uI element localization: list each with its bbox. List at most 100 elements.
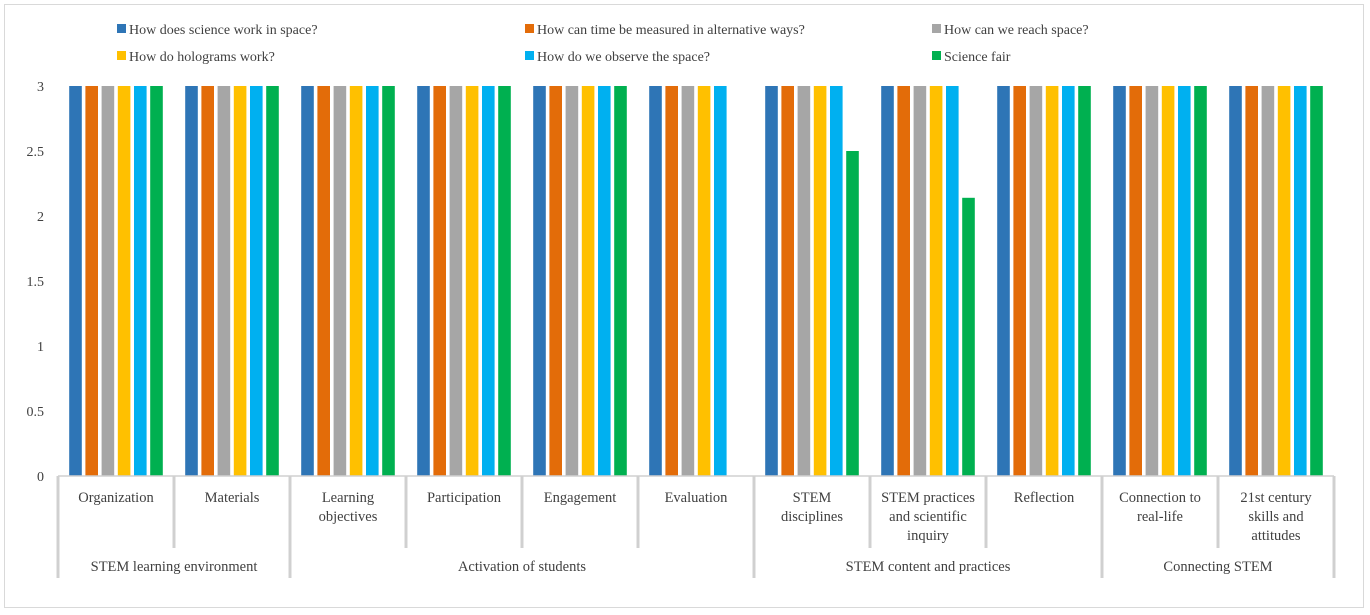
category-label: Evaluation (665, 490, 729, 506)
legend-label: How can we reach space? (944, 23, 1089, 38)
bar (649, 86, 662, 476)
legend-label: How can time be measured in alternative … (537, 23, 805, 38)
bar (1277, 86, 1291, 476)
bar (913, 86, 927, 476)
y-tick-label: 0.5 (27, 405, 45, 420)
category-label: real-life (1137, 509, 1183, 525)
bar (1178, 86, 1191, 476)
category-label: Organization (78, 490, 154, 506)
bar (881, 86, 894, 476)
y-tick-label: 1 (37, 340, 44, 355)
bar (185, 86, 198, 476)
category-label: objectives (319, 509, 378, 525)
bar (317, 86, 330, 476)
y-tick-label: 2 (37, 210, 44, 225)
bar (1013, 86, 1026, 476)
category-label: disciplines (781, 509, 843, 525)
category-label: STEM (793, 490, 832, 506)
category-label: attitudes (1251, 528, 1300, 544)
legend-swatch (117, 51, 126, 60)
legend-label: How do we observe the space? (537, 50, 710, 65)
category-label: Engagement (544, 490, 616, 506)
bar (1078, 86, 1091, 476)
group-label: STEM learning environment (91, 559, 258, 575)
legend-swatch (525, 51, 534, 60)
bar (565, 86, 579, 476)
bar (581, 86, 595, 476)
bar (1229, 86, 1242, 476)
bar (846, 151, 859, 476)
y-axis: 0 0.5 1 1.5 2 2.5 3 (27, 80, 45, 485)
bar (233, 86, 247, 476)
bar (1145, 86, 1159, 476)
bar (217, 86, 231, 476)
y-tick-label: 0 (37, 470, 44, 485)
bar (266, 86, 279, 476)
legend-label: How do holograms work? (129, 50, 275, 65)
bar (1161, 86, 1175, 476)
category-label: Participation (427, 490, 502, 506)
bar (697, 86, 711, 476)
bar (1261, 86, 1275, 476)
category-label: 21st century (1240, 490, 1312, 506)
bar (1113, 86, 1126, 476)
bar (714, 86, 727, 476)
bar (549, 86, 562, 476)
bar (417, 86, 430, 476)
bar (897, 86, 910, 476)
group-label: Activation of students (458, 559, 586, 575)
bar (482, 86, 495, 476)
legend-swatch (117, 24, 126, 33)
bar (533, 86, 546, 476)
bar (813, 86, 827, 476)
bar (85, 86, 98, 476)
bar (69, 86, 82, 476)
bar (665, 86, 678, 476)
x-axis: Organization Materials Learning objectives P… (56, 475, 1336, 578)
legend: How does science work in space? How can t… (117, 23, 1089, 65)
bar (250, 86, 263, 476)
bar (946, 86, 959, 476)
bar (1062, 86, 1075, 476)
bar (449, 86, 463, 476)
bar (781, 86, 794, 476)
bar (498, 86, 511, 476)
legend-swatch (525, 24, 534, 33)
bar (830, 86, 843, 476)
y-tick-label: 2.5 (27, 145, 45, 160)
category-label: Learning (322, 490, 374, 506)
bar (117, 86, 131, 476)
y-tick-label: 1.5 (27, 275, 45, 290)
legend-swatch (932, 24, 941, 33)
bar (1194, 86, 1207, 476)
bar (598, 86, 611, 476)
bar (134, 86, 147, 476)
bar (301, 86, 314, 476)
bar (929, 86, 943, 476)
category-label: and scientific (889, 509, 967, 525)
bar (1029, 86, 1043, 476)
bar (997, 86, 1010, 476)
bars (69, 86, 1323, 477)
bar (1045, 86, 1059, 476)
category-label: skills and (1248, 509, 1304, 525)
category-label: inquiry (907, 528, 950, 544)
category-label: Connection to (1119, 490, 1201, 506)
legend-label: Science fair (944, 50, 1011, 65)
bar (349, 86, 363, 476)
category-label: Materials (205, 490, 260, 506)
bar (382, 86, 395, 476)
bar (101, 86, 115, 476)
bar (1129, 86, 1142, 476)
bar (681, 86, 695, 476)
category-label: Reflection (1014, 490, 1075, 506)
y-tick-label: 3 (37, 80, 44, 95)
legend-label: How does science work in space? (129, 23, 318, 38)
category-label: STEM practices (881, 490, 975, 506)
bar (333, 86, 347, 476)
bar (797, 86, 811, 476)
bar (150, 86, 163, 476)
bar (465, 86, 479, 476)
bar (366, 86, 379, 476)
